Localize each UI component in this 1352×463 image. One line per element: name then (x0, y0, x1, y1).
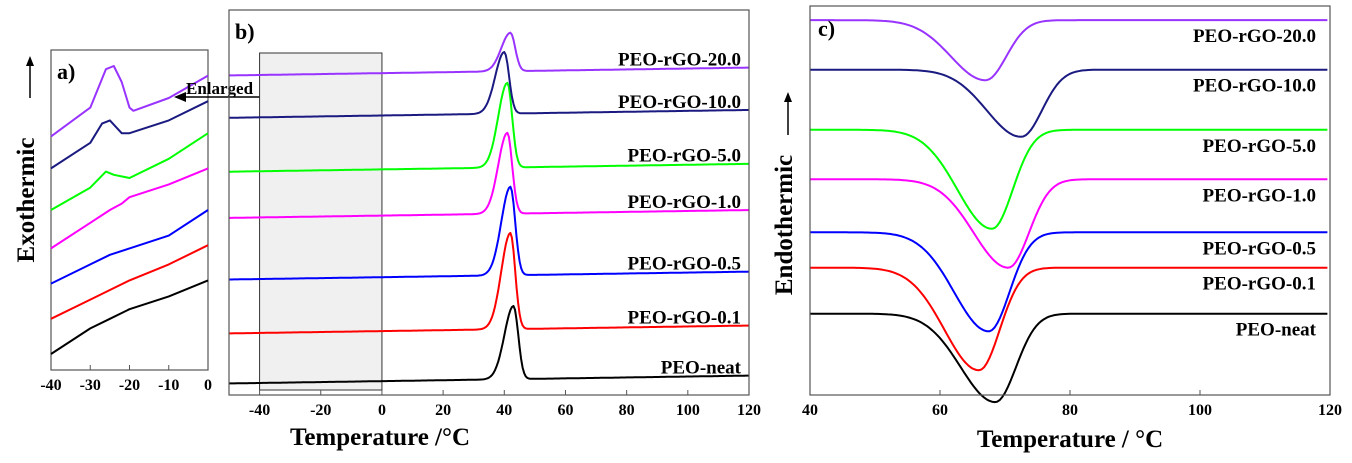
panel-a-ylabel: Exothermic (13, 138, 40, 263)
panel-b-legend-peo-rgo-0-5: PEO-rGO-0.5 (628, 254, 741, 275)
panel-b-series-peo-rgo-0-1 (229, 231, 750, 335)
panel-c-series-peo-rgo-10-0 (810, 68, 1328, 138)
panel-a-label: a) (57, 59, 75, 84)
panel-c-x-tick-label: 60 (932, 402, 948, 419)
panel-b: b) PEO-neat PEO-rGO-0.1 PEO-rGO-0.5 PEO-rGO… (228, 9, 761, 451)
panel-a-series-peo-rgo-0-5 (50, 209, 209, 285)
panel-a-x-tick-label: -40 (40, 377, 61, 394)
panel-c-legend-peo-rgo-1-0: PEO-rGO-1.0 (1203, 185, 1316, 206)
panel-a-series-peo-rgo-0-1 (50, 244, 209, 320)
panel-b-series-peo-rgo-10-0 (229, 51, 750, 119)
panel-c-y-arrow (784, 92, 792, 135)
panel-b-series-peo-rgo-5-0 (229, 81, 750, 173)
panel-b-frame (228, 9, 750, 396)
enlarged-arrowhead (174, 92, 186, 102)
panel-b-xlabel: Temperature /°C (290, 424, 470, 451)
panel-b-x-tick-label: 120 (737, 402, 761, 419)
panel-c-ylabel: Endothermic (771, 155, 798, 295)
panel-b-legend-peo-rgo-0-1: PEO-rGO-0.1 (628, 307, 741, 328)
panel-c-series-peo-rgo-0-1 (810, 266, 1328, 372)
panel-b-legend-peo-rgo-1-0: PEO-rGO-1.0 (628, 192, 741, 213)
panel-a-series-peo-rgo-10-0 (50, 100, 209, 170)
panel-c-series-peo-rgo-0-5 (810, 231, 1328, 333)
panel-a-y-arrow (26, 56, 34, 98)
panel-c-legend-peo-rgo-0-5: PEO-rGO-0.5 (1203, 238, 1316, 259)
panel-b-highlight-region (259, 52, 383, 391)
panel-c-legend-peo-rgo-0-1: PEO-rGO-0.1 (1203, 274, 1316, 295)
panel-a-series-peo-rgo-5-0 (50, 132, 209, 211)
panel-c-x-tick-label: 120 (1318, 402, 1342, 419)
panel-b-series-peo-rgo-0-5 (229, 185, 750, 281)
panel-c-xlabel: Temperature / °C (977, 426, 1163, 453)
panel-c-series-peo-rgo-5-0 (810, 128, 1328, 230)
panel-c-series-peo-neat (810, 312, 1328, 404)
panel-b-legend-peo-rgo-20-0: PEO-rGO-20.0 (618, 49, 741, 70)
panel-b-legend-peo-rgo-5-0: PEO-rGO-5.0 (628, 146, 741, 167)
panel-c-x-tick-label: 100 (1188, 402, 1212, 419)
panel-b-legend-peo-neat: PEO-neat (661, 357, 742, 378)
panel-b-x-tick-label: 60 (557, 402, 573, 419)
panel-a-x-tick-label: 0 (204, 377, 212, 394)
panel-b-series-peo-rgo-20-0 (229, 31, 749, 77)
panel-b-x-tick-label: 0 (378, 402, 386, 419)
panel-c-legend-peo-rgo-20-0: PEO-rGO-20.0 (1193, 26, 1316, 47)
panel-c-label: c) (818, 16, 835, 41)
panel-c-x-tick-label: 80 (1062, 402, 1078, 419)
panel-a-series-peo-neat (50, 279, 209, 355)
panel-c-x-tick-label: 40 (802, 402, 818, 419)
panel-a-x-tick-label: -20 (119, 377, 140, 394)
enlarged-text: Enlarged (186, 79, 254, 98)
panel-a-x-tick-label: -30 (80, 377, 101, 394)
panel-b-label: b) (235, 19, 255, 44)
panel-a-x-tick-label: -10 (158, 377, 179, 394)
panel-c-series-peo-rgo-1-0 (810, 178, 1328, 269)
panel-c: c) Endothermic PEO-neat PEO-rGO-0.1 PEO-rG… (771, 5, 1342, 453)
panel-c-legend-peo-neat: PEO-neat (1236, 320, 1317, 341)
panel-b-legend-peo-rgo-10-0: PEO-rGO-10.0 (618, 92, 741, 113)
panel-a-series-peo-rgo-20-0 (50, 65, 209, 138)
panel-b-x-tick-label: -40 (249, 402, 270, 419)
panel-b-x-tick-label: 40 (496, 402, 512, 419)
panel-b-x-tick-label: 80 (619, 402, 635, 419)
panel-b-x-tick-label: 20 (435, 402, 451, 419)
panel-c-legend-peo-rgo-10-0: PEO-rGO-10.0 (1193, 76, 1316, 97)
panel-b-series-peo-neat (229, 305, 749, 385)
panel-b-x-tick-label: -20 (310, 402, 331, 419)
panel-b-series-peo-rgo-1-0 (229, 131, 750, 219)
panel-c-legend-peo-rgo-5-0: PEO-rGO-5.0 (1203, 136, 1316, 157)
panel-b-x-tick-label: 100 (676, 402, 700, 419)
panel-c-series-peo-rgo-20-0 (810, 19, 1328, 82)
panel-a-series-peo-rgo-1-0 (50, 167, 209, 250)
panel-a: a) Exothermic -40 -30 -20 -10 0 (13, 49, 212, 394)
